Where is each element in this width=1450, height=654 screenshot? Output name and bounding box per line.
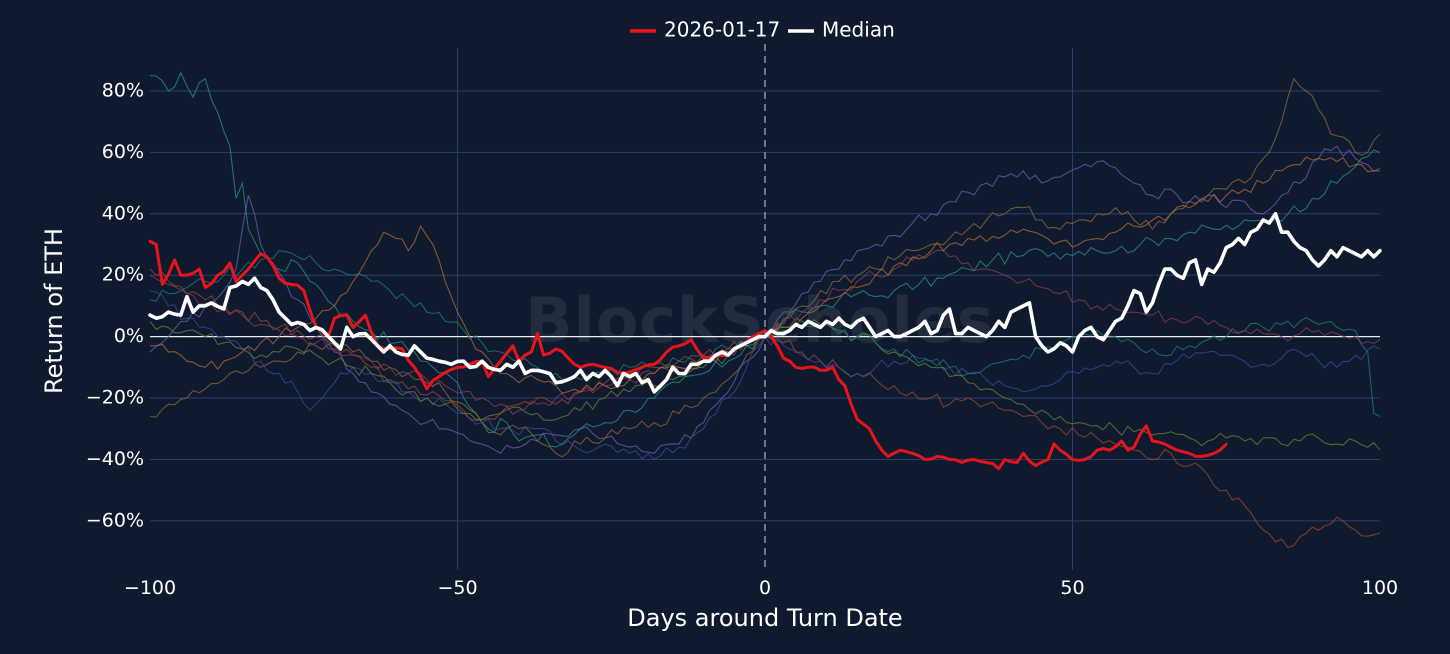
x-axis-title: Days around Turn Date: [627, 604, 902, 632]
series-median-line: [148, 212, 1382, 394]
x-tick-label: −50: [437, 577, 477, 599]
x-tick-label: 50: [1060, 577, 1084, 599]
y-tick-label: 80%: [102, 79, 144, 101]
legend-item-median[interactable]: Median: [788, 18, 895, 42]
x-axis-ticks: −100 −50 0 50 100: [124, 577, 1398, 599]
legend-label: Median: [822, 18, 895, 42]
x-tick-label: 0: [759, 577, 771, 599]
background-series-line: [149, 77, 1381, 458]
legend-label: 2026-01-17: [664, 18, 780, 42]
y-tick-label: 40%: [102, 202, 144, 224]
legend[interactable]: 2026-01-17 Median: [630, 18, 895, 42]
y-tick-label: 0%: [114, 325, 144, 347]
y-tick-label: 60%: [102, 141, 144, 163]
y-axis-ticks: −60% −40% −20% 0% 20% 40% 60% 80%: [86, 79, 144, 531]
y-tick-label: −60%: [86, 509, 144, 531]
y-tick-label: 20%: [102, 264, 144, 286]
y-tick-label: −40%: [86, 448, 144, 470]
x-tick-label: −100: [124, 577, 176, 599]
series-2026-01-17-line: [148, 239, 1228, 471]
y-tick-label: −20%: [86, 387, 144, 409]
y-axis-title: Return of ETH: [40, 228, 68, 394]
legend-item-2026-01-17[interactable]: 2026-01-17: [630, 18, 780, 42]
x-tick-label: 100: [1362, 577, 1398, 599]
highlight-series: [148, 212, 1382, 471]
